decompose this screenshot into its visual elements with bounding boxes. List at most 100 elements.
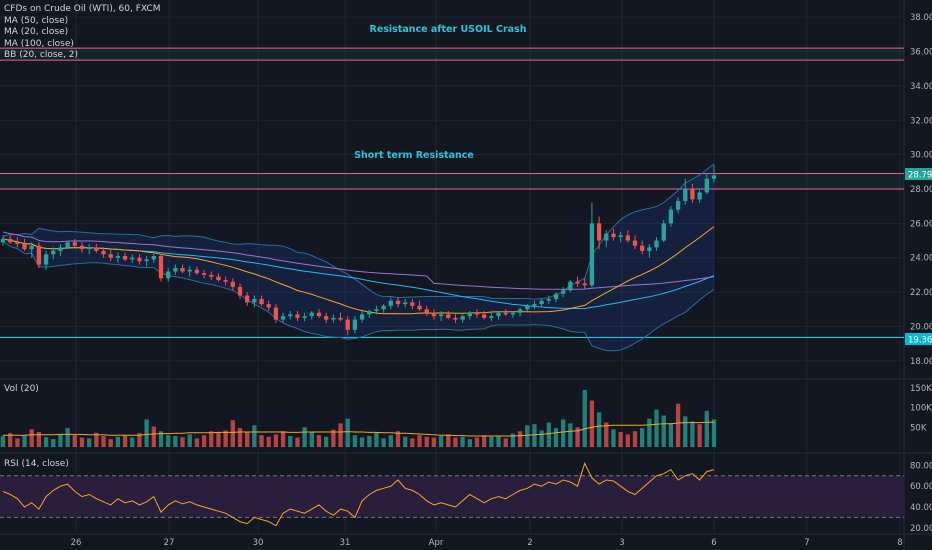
candle-body	[661, 223, 666, 241]
volume-bar	[503, 438, 508, 447]
volume-bar	[532, 424, 537, 447]
candle-body	[410, 302, 415, 306]
rsi-tick-label: 80.00	[910, 461, 932, 471]
volume-bar	[661, 415, 666, 447]
candle-body	[15, 242, 20, 244]
candle-body	[280, 316, 286, 320]
volume-bar	[640, 428, 645, 447]
indicator-ma20[interactable]: MA (20, close)	[4, 27, 69, 37]
time-tick-label: 2	[527, 538, 532, 548]
rsi-label[interactable]: RSI (14, close)	[4, 459, 69, 469]
indicator-ma100[interactable]: MA (100, close)	[4, 38, 74, 49]
volume-bar	[173, 435, 178, 447]
volume-bar	[539, 430, 544, 447]
rsi-legend: RSI (14, close)	[4, 459, 69, 471]
symbol-title[interactable]: CFDs on Crude Oil (WTI), 60, FXCM	[4, 4, 161, 14]
candle-body	[525, 305, 530, 310]
annotations: Resistance after USOIL Crash Short term …	[354, 24, 527, 161]
candle-body	[395, 300, 401, 305]
candle-body	[65, 242, 70, 248]
candle-body	[166, 271, 171, 279]
bollinger-upper	[2, 163, 715, 300]
last-price-tag: 28.79	[908, 171, 932, 181]
volume-bar	[668, 423, 674, 447]
candle-body	[324, 316, 329, 320]
volume-bar	[15, 438, 20, 447]
time-tick-label: 8	[897, 538, 902, 548]
time-tick-label: 30	[253, 538, 264, 548]
volume-bar	[158, 431, 164, 447]
candle-body	[245, 295, 250, 303]
volume-label[interactable]: Vol (20)	[4, 384, 39, 394]
rsi-tick-label: 60.00	[910, 482, 932, 492]
volume-bar	[553, 428, 559, 447]
price-tick-label: 26.00	[910, 219, 932, 229]
candle-body	[367, 310, 372, 315]
volume-bar	[704, 410, 709, 447]
candle-body	[647, 247, 652, 251]
candlestick-series	[0, 164, 717, 336]
indicator-bb[interactable]: BB (20, close, 2)	[4, 50, 79, 60]
support-price-tag-bg	[905, 333, 932, 345]
rsi-series	[0, 461, 904, 527]
candle-body	[0, 238, 6, 243]
candle-body	[158, 256, 164, 279]
volume-bar	[604, 422, 609, 447]
resistance-zone-fill	[0, 173, 904, 189]
short-term-resistance-label: Short term Resistance	[354, 150, 474, 161]
candle-body	[29, 245, 34, 250]
candle-body	[173, 268, 178, 272]
volume-bar	[525, 425, 530, 447]
volume-bar	[137, 433, 142, 447]
candle-body	[381, 305, 386, 310]
volume-bar	[683, 416, 688, 447]
ma20-line	[2, 226, 715, 315]
time-axis: 26 27 30 31 Apr 2 3 6 7 8	[71, 538, 903, 548]
volume-bar	[130, 437, 135, 447]
candle-body	[151, 256, 156, 260]
time-tick-label: 3	[619, 538, 624, 548]
volume-bar	[230, 420, 235, 447]
volume-bar	[43, 437, 49, 447]
volume-bar	[381, 438, 386, 447]
price-tick-label: 38.00	[910, 13, 932, 23]
price-tick-label: 30.00	[910, 151, 932, 161]
candle-body	[223, 280, 228, 282]
volume-bar	[596, 412, 602, 447]
candle-body	[510, 312, 516, 315]
support-price-tag: 19.36	[908, 336, 932, 346]
volume-bar	[87, 438, 92, 447]
candle-body	[8, 238, 13, 243]
volume-bar	[410, 438, 415, 447]
volume-bar	[273, 434, 279, 447]
candle-body	[216, 276, 221, 281]
candle-body	[388, 300, 393, 306]
candle-body	[331, 317, 336, 320]
volume-bar	[367, 435, 372, 447]
candle-body	[403, 302, 408, 305]
candle-body	[532, 304, 537, 306]
volume-bar	[345, 418, 350, 447]
candle-body	[683, 189, 688, 202]
indicator-ma50[interactable]: MA (50, close)	[4, 15, 69, 26]
candle-body	[252, 298, 257, 303]
volume-bar	[417, 435, 422, 447]
volume-bar	[489, 436, 494, 447]
volume-bar	[647, 418, 652, 447]
price-tick-label: 36.00	[910, 48, 932, 58]
ma100-line	[2, 231, 715, 290]
volume-bar	[431, 437, 437, 447]
volume-bar	[424, 436, 429, 447]
candle-body	[546, 298, 551, 301]
time-tick-label: 6	[711, 538, 716, 548]
time-tick-label: 27	[164, 538, 175, 548]
candle-body	[582, 283, 587, 286]
volume-bar	[51, 439, 56, 447]
volume-bar	[611, 429, 616, 447]
volume-tick-label: 100K	[910, 404, 932, 414]
volume-tick-label: 150K	[910, 384, 932, 394]
rsi-line	[2, 461, 715, 527]
volume-bar	[460, 436, 465, 447]
